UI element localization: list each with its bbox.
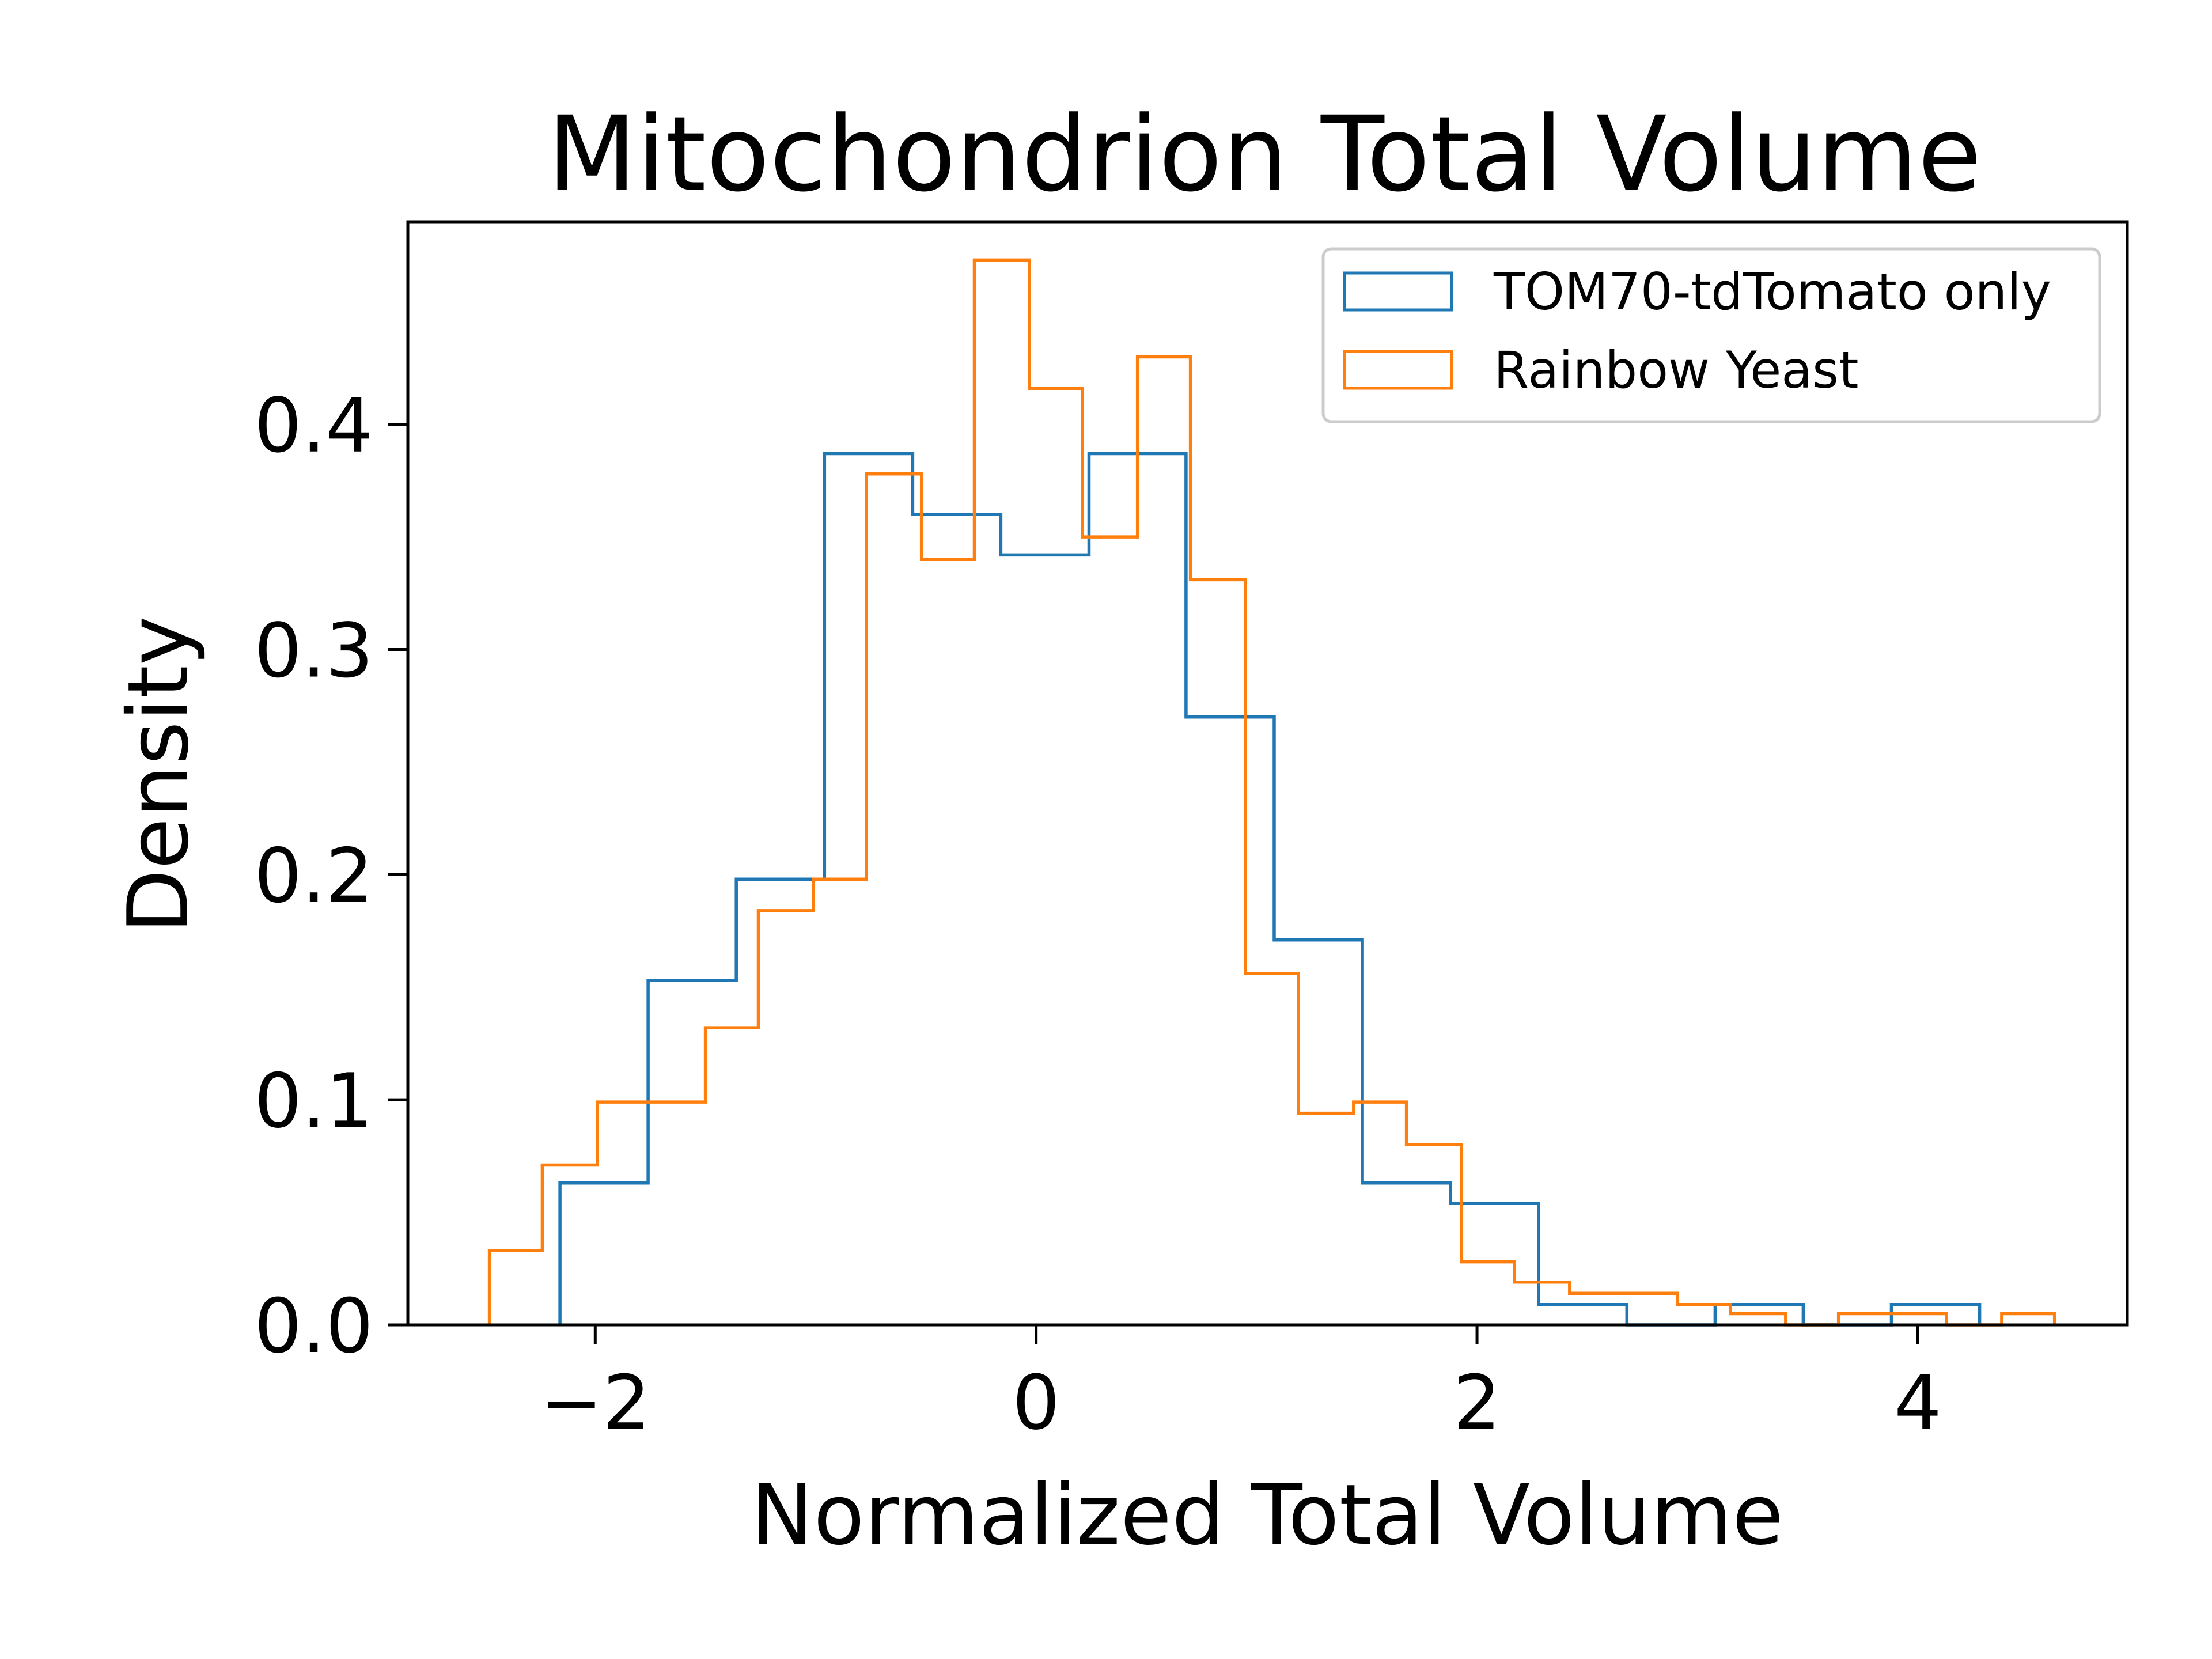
histogram-series-0 <box>558 452 1982 1327</box>
y-tick-label: 0.0 <box>254 1282 373 1370</box>
x-tick-label: 2 <box>1453 1359 1501 1446</box>
x-tick-label: −2 <box>540 1359 650 1446</box>
plot-frame <box>406 220 2129 1327</box>
legend: TOM70-tdTomato only Rainbow Yeast <box>1321 247 2101 423</box>
x-tick-label: 4 <box>1894 1359 1942 1446</box>
x-axis: −2 0 2 4 <box>540 1325 1942 1446</box>
legend-box <box>1321 247 2101 423</box>
legend-label-rainbow: Rainbow Yeast <box>1494 340 1859 400</box>
histogram-series-1 <box>487 258 2056 1327</box>
y-tick-label: 0.2 <box>254 832 373 919</box>
legend-swatch-tom70 <box>1343 271 1453 312</box>
y-tick-label: 0.4 <box>254 382 373 469</box>
chart-title: Mitochondrion Total Volume <box>547 94 1982 215</box>
legend-label-tom70: TOM70-tdTomato only <box>1493 262 2051 321</box>
y-axis-title: Density <box>110 616 207 933</box>
y-tick-label: 0.1 <box>254 1057 373 1145</box>
x-tick-label: 0 <box>1012 1359 1060 1446</box>
plot-area <box>487 258 2056 1327</box>
y-axis: 0.0 0.1 0.2 0.3 0.4 <box>254 382 408 1370</box>
legend-swatch-rainbow <box>1343 350 1453 390</box>
y-tick-label: 0.3 <box>254 607 373 695</box>
x-axis-title: Normalized Total Volume <box>751 1467 1783 1564</box>
